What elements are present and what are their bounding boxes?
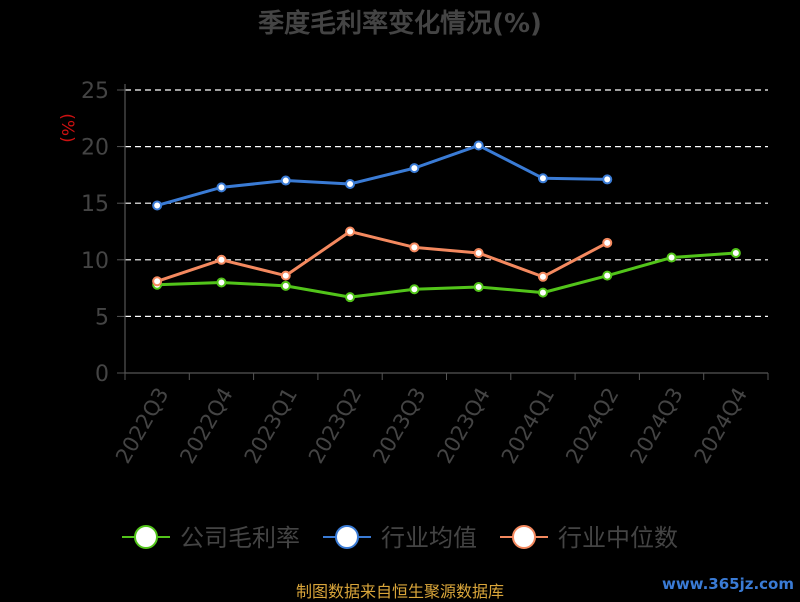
x-tick-label: 2024Q4	[690, 384, 752, 468]
legend-marker	[512, 525, 536, 549]
x-tick-label: 2023Q1	[240, 384, 302, 468]
y-tick-label: 20	[81, 136, 109, 161]
data-point	[409, 284, 420, 295]
data-point	[152, 200, 163, 211]
data-point	[602, 237, 613, 248]
x-tick-label: 2024Q1	[497, 384, 559, 468]
data-point	[216, 277, 227, 288]
x-tick-label: 2023Q4	[433, 384, 495, 468]
legend-label: 行业中位数	[558, 524, 678, 552]
x-tick-label: 2024Q2	[561, 384, 623, 468]
data-point	[537, 287, 548, 298]
x-tick-labels: 2022Q3 2022Q4 2023Q1 2023Q2 2023Q3 2023Q4 2024…	[111, 384, 752, 468]
series-line	[157, 251, 736, 299]
series-line	[156, 143, 608, 207]
data-point	[345, 226, 356, 237]
x-tick-label: 2023Q3	[368, 384, 430, 468]
data-point	[730, 248, 741, 259]
data-point	[409, 242, 420, 253]
x-tick-label: 2022Q3	[111, 384, 173, 468]
axes	[124, 84, 769, 380]
x-tick-label: 2022Q4	[175, 384, 237, 468]
series-points	[152, 140, 741, 303]
legend-label: 公司毛利率	[180, 524, 300, 552]
data-point	[280, 175, 291, 186]
chart-title: 季度毛利率变化情况(%)	[258, 8, 542, 39]
series-lines	[156, 143, 736, 299]
legend-label: 行业均值	[381, 524, 477, 552]
y-tick-label: 10	[81, 249, 109, 274]
y-tick-label: 15	[81, 192, 109, 217]
data-point	[537, 271, 548, 282]
legend-marker	[134, 525, 158, 549]
data-point	[280, 280, 291, 291]
footer-source: 制图数据来自恒生聚源数据库	[295, 582, 504, 601]
y-tick-label: 5	[95, 305, 109, 330]
data-point	[216, 254, 227, 265]
data-point	[602, 270, 613, 281]
y-axis-label: (%)	[57, 113, 77, 142]
y-tick-labels: 0 5 10 15 20 25	[81, 79, 109, 387]
data-point	[280, 270, 291, 281]
data-point	[345, 292, 356, 303]
data-point	[537, 173, 548, 184]
data-point	[409, 163, 420, 174]
data-point	[152, 276, 163, 287]
data-point	[473, 140, 484, 151]
legend-marker	[335, 525, 359, 549]
data-point	[666, 252, 677, 263]
x-tick-label: 2023Q2	[304, 384, 366, 468]
data-point	[602, 174, 613, 185]
data-point	[473, 281, 484, 292]
y-tick-label: 0	[95, 362, 109, 387]
x-tick-label: 2024Q3	[625, 384, 687, 468]
gridlines	[117, 89, 768, 374]
data-point	[345, 178, 356, 189]
data-point	[473, 248, 484, 259]
watermark-logo: www.365jz.com	[661, 575, 794, 593]
legend: 公司毛利率 行业均值 行业中位数	[122, 524, 678, 552]
y-tick-label: 25	[81, 79, 109, 104]
data-point	[216, 182, 227, 193]
series-line	[156, 230, 608, 283]
